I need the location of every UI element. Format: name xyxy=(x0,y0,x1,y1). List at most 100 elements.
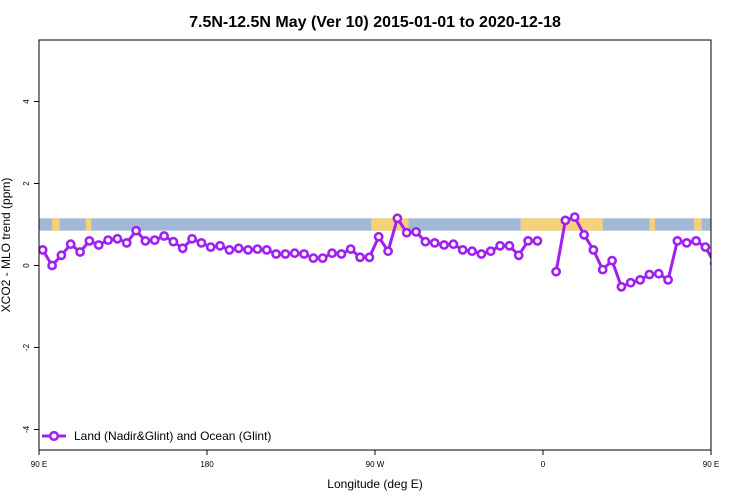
y-tick-label: 0 xyxy=(22,263,31,268)
data-point xyxy=(616,281,627,292)
data-point xyxy=(308,253,319,263)
x-axis: 90 E 180 90 W 0 90 E xyxy=(31,450,719,469)
data-point xyxy=(364,252,375,263)
y-tick-label: 2 xyxy=(22,181,31,186)
data-point xyxy=(513,250,524,261)
legend: Land (Nadir&Glint) and Ocean (Glint) xyxy=(42,429,271,443)
data-point xyxy=(383,246,393,257)
data-point xyxy=(663,274,673,285)
data-point xyxy=(476,249,487,259)
data-point xyxy=(187,233,197,244)
chart-title: 7.5N-12.5N May (Ver 10) 2015-01-01 to 20… xyxy=(189,14,561,31)
data-point xyxy=(730,262,737,269)
legend-label: Land (Nadir&Glint) and Ocean (Glint) xyxy=(74,429,271,443)
data-point xyxy=(392,213,403,224)
data-point xyxy=(457,244,468,255)
x-tick-label: 180 xyxy=(200,460,214,469)
data-point xyxy=(205,242,216,252)
data-point xyxy=(243,244,253,255)
data-point xyxy=(504,240,515,251)
data-point xyxy=(317,253,328,263)
data-point xyxy=(93,240,104,250)
data-point xyxy=(327,248,337,259)
data-point xyxy=(84,235,95,246)
data-point xyxy=(75,247,85,257)
data-point xyxy=(355,252,365,263)
data-point xyxy=(420,236,431,247)
data-point xyxy=(597,264,608,275)
data-point xyxy=(467,246,477,257)
data-point xyxy=(709,260,711,267)
data-point xyxy=(65,239,76,250)
land-segment xyxy=(720,218,726,230)
data-point xyxy=(625,277,636,288)
data-point xyxy=(224,244,235,255)
data-point xyxy=(47,260,57,271)
data-point xyxy=(149,235,160,245)
data-point xyxy=(289,248,300,259)
data-point xyxy=(495,240,505,251)
data-point xyxy=(551,266,561,277)
legend-marker xyxy=(48,430,60,442)
data-point xyxy=(691,235,701,246)
y-tick-label: -4 xyxy=(22,425,31,433)
land-segment xyxy=(694,218,702,231)
data-point xyxy=(336,249,347,259)
data-point xyxy=(140,235,151,246)
data-point xyxy=(672,235,683,246)
data-point xyxy=(345,244,356,254)
y-axis: -4 -2 0 2 4 xyxy=(22,99,39,433)
data-point xyxy=(121,237,132,248)
data-point xyxy=(131,225,141,236)
data-point xyxy=(215,240,225,251)
data-point xyxy=(429,237,440,248)
data-point xyxy=(681,237,692,248)
data-point xyxy=(103,235,113,245)
data-point xyxy=(411,226,421,237)
series-layer xyxy=(39,212,746,292)
data-point xyxy=(607,255,617,266)
data-point xyxy=(373,231,384,242)
data-point xyxy=(579,229,589,240)
data-point xyxy=(299,249,309,259)
data-point xyxy=(159,231,169,241)
land-segment xyxy=(520,218,603,231)
data-point xyxy=(439,240,449,250)
data-point xyxy=(569,212,580,222)
data-point xyxy=(635,274,645,285)
x-tick-label: 0 xyxy=(541,460,546,469)
data-point xyxy=(177,243,188,254)
data-point xyxy=(485,246,496,257)
data-point xyxy=(588,244,599,255)
land-segment xyxy=(52,218,60,231)
x-tick-label: 90 E xyxy=(31,460,47,469)
plot-area xyxy=(39,212,750,292)
y-tick-label: -2 xyxy=(22,343,31,351)
data-point xyxy=(644,269,655,280)
data-point xyxy=(233,243,244,254)
land-segment xyxy=(743,218,750,230)
x-tick-label: 90 E xyxy=(703,460,719,469)
y-tick-label: 4 xyxy=(22,99,31,104)
data-point xyxy=(401,227,412,238)
data-point xyxy=(56,250,67,261)
data-point xyxy=(271,249,281,259)
x-tick-label: 90 W xyxy=(366,460,385,469)
data-point xyxy=(261,244,272,255)
data-point xyxy=(280,249,291,259)
data-point xyxy=(721,246,728,253)
data-point xyxy=(112,233,123,244)
data-point xyxy=(39,245,48,255)
data-point xyxy=(523,235,533,246)
data-point xyxy=(252,244,263,254)
y-axis-label: XCO2 - MLO trend (ppm) xyxy=(0,178,13,313)
land-segment xyxy=(85,218,92,231)
land-segment xyxy=(649,218,655,231)
x-axis-label: Longitude (deg E) xyxy=(327,477,422,491)
data-point xyxy=(700,242,711,252)
data-point xyxy=(560,215,571,226)
data-point xyxy=(532,235,543,246)
data-point xyxy=(448,239,459,250)
data-point xyxy=(739,252,746,259)
